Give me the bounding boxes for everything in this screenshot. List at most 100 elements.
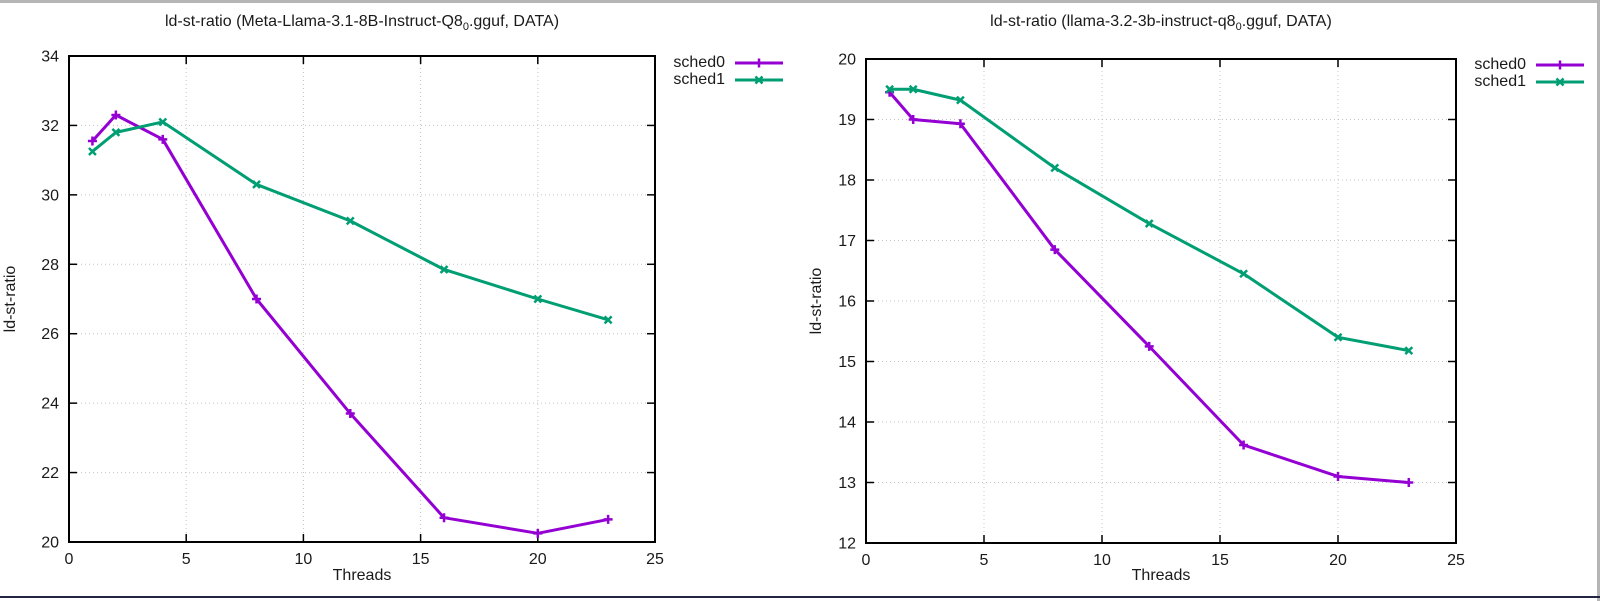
legend-label: sched0 — [1474, 56, 1526, 73]
legend-right: sched0 sched1 — [1464, 56, 1586, 90]
y-tick-label: 12 — [838, 536, 856, 553]
y-tick-label: 13 — [838, 475, 856, 492]
y-tick-label: 15 — [838, 354, 856, 371]
marker-cross — [1404, 346, 1414, 355]
y-tick-label: 20 — [838, 52, 856, 69]
x-tick-label: 15 — [1211, 552, 1229, 569]
y-tick-label: 34 — [41, 49, 59, 66]
marker-plus — [1404, 478, 1414, 487]
marker-plus — [955, 119, 965, 129]
legend-label: sched0 — [673, 54, 725, 71]
marker-plus — [87, 136, 97, 146]
marker-plus — [603, 514, 613, 524]
y-tick-label: 32 — [41, 118, 59, 135]
legend-entry: sched0 — [1464, 56, 1586, 73]
y-tick-label: 30 — [41, 187, 59, 204]
marker-plus — [252, 294, 262, 304]
legend-label: sched1 — [1474, 73, 1526, 90]
title-subscript: 0 — [462, 21, 469, 34]
marker-plus — [1333, 471, 1343, 481]
title-text: .gguf, DATA) — [1241, 13, 1332, 30]
marker-plus — [1144, 341, 1154, 351]
marker-plus — [533, 528, 543, 538]
y-tick-label: 24 — [41, 396, 59, 413]
legend-sample-line — [735, 58, 783, 67]
x-tick-label: 15 — [412, 551, 430, 568]
y-tick-label: 16 — [838, 294, 856, 311]
legend-sample-line — [1536, 77, 1584, 86]
window-bottom-edge — [0, 596, 1600, 598]
title-text: ld-st-ratio (llama-3.2-3b-instruct-q8 — [990, 13, 1236, 30]
marker-cross — [88, 147, 97, 156]
marker-plus — [1555, 60, 1565, 69]
x-tick-label: 0 — [65, 551, 74, 568]
marker-plus — [754, 58, 764, 67]
marker-plus — [1239, 440, 1249, 450]
y-tick-label: 19 — [838, 112, 856, 129]
title-text: .gguf, DATA) — [468, 13, 560, 30]
x-axis-label-right: Threads — [1131, 567, 1191, 584]
x-tick-label: 10 — [295, 551, 313, 568]
marker-plus — [439, 513, 449, 523]
marker-plus — [158, 134, 168, 144]
chart-title-left: ld-st-ratio (Meta-Llama-3.1-8B-Instruct-… — [69, 13, 655, 33]
marker-cross — [956, 95, 965, 105]
marker-cross — [533, 294, 543, 304]
title-subscript: 0 — [1235, 21, 1242, 34]
series-line-sched0 — [91, 113, 609, 535]
marker-cross — [885, 84, 894, 94]
marker-cross — [1144, 219, 1154, 228]
y-axis-label-left: ld-st-ratio — [2, 265, 19, 333]
legend-entry: sched0 — [663, 54, 785, 71]
series-line-sched0 — [888, 91, 1409, 484]
y-tick-label: 28 — [41, 257, 59, 274]
marker-cross — [908, 84, 918, 94]
y-tick-label: 22 — [41, 465, 59, 482]
window-top-edge — [0, 0, 1600, 3]
chart-title-right: ld-st-ratio (llama-3.2-3b-instruct-q80.g… — [866, 13, 1456, 33]
plot-border — [68, 55, 656, 543]
marker-plus — [908, 115, 918, 124]
x-axis-label-left: Threads — [332, 567, 392, 584]
x-tick-label: 25 — [1447, 552, 1465, 569]
y-tick-label: 20 — [41, 535, 59, 552]
marker-cross — [1239, 269, 1248, 279]
marker-cross — [158, 117, 168, 127]
x-tick-label: 5 — [182, 551, 191, 568]
legend-left: sched0 sched1 — [663, 54, 785, 88]
marker-cross — [1333, 332, 1343, 342]
x-tick-label: 0 — [862, 552, 871, 569]
plot-panel-left: 0 5 10 15 20 25 20 22 24 26 28 30 32 34 — [41, 49, 664, 569]
series-line-sched1 — [889, 87, 1410, 353]
x-tick-label: 20 — [1329, 552, 1347, 569]
x-tick-label: 20 — [529, 551, 547, 568]
marker-plus — [345, 409, 355, 419]
y-axis-label-right: ld-st-ratio — [808, 267, 825, 335]
marker-cross — [345, 216, 355, 226]
marker-cross — [111, 127, 121, 137]
marker-cross — [754, 75, 764, 84]
marker-plus — [1050, 245, 1060, 255]
plot-panel-right: 0 5 10 15 20 25 12 13 14 15 16 17 18 19 20 — [838, 52, 1465, 570]
marker-plus — [111, 110, 121, 120]
legend-sample-line — [735, 75, 783, 84]
marker-cross — [439, 265, 449, 274]
title-text: ld-st-ratio (Meta-Llama-3.1-8B-Instruct-… — [164, 13, 463, 30]
y-tick-label: 18 — [838, 173, 856, 190]
marker-cross — [252, 180, 261, 189]
y-tick-label: 26 — [41, 326, 59, 343]
legend-sample-line — [1536, 60, 1584, 69]
x-tick-label: 25 — [646, 551, 664, 568]
window-right-edge — [1597, 0, 1600, 601]
marker-cross — [1555, 77, 1565, 86]
marker-cross — [603, 315, 613, 325]
legend-label: sched1 — [673, 71, 725, 88]
y-tick-label: 14 — [838, 415, 856, 432]
x-tick-label: 5 — [980, 552, 989, 569]
marker-cross — [1050, 163, 1060, 173]
series-line-sched1 — [91, 120, 609, 322]
legend-entry: sched1 — [1464, 73, 1586, 90]
